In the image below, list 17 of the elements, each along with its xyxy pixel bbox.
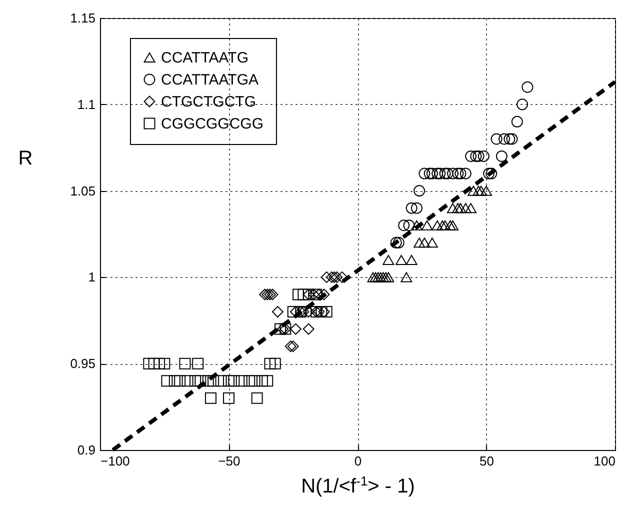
y-tick-label: 1.1 — [77, 96, 96, 112]
y-tick-label: 1 — [88, 270, 96, 285]
legend-label: CTGCTGCTG — [161, 94, 256, 110]
x-tick-label: −100 — [100, 454, 130, 468]
x-tick-label: −50 — [218, 454, 240, 468]
legend-label: CCATTAATGA — [161, 72, 258, 88]
y-tick-label: 1.05 — [70, 183, 96, 198]
x-tick-label: 50 — [480, 454, 494, 468]
x-tick-label: 100 — [594, 454, 616, 468]
legend-label: CCATTAATG — [161, 50, 248, 66]
y-tick-label: 0.9 — [77, 442, 96, 458]
x-axis-title: N(1/<f$^{-1}$> - 1) — [301, 473, 415, 498]
y-tick-label: 0.95 — [70, 356, 96, 372]
legend-label: CGGCGGCGG — [161, 116, 264, 132]
x-tick-label: 0 — [354, 454, 362, 468]
y-tick-label: 1.15 — [70, 10, 96, 26]
y-axis-title: R — [18, 148, 33, 170]
